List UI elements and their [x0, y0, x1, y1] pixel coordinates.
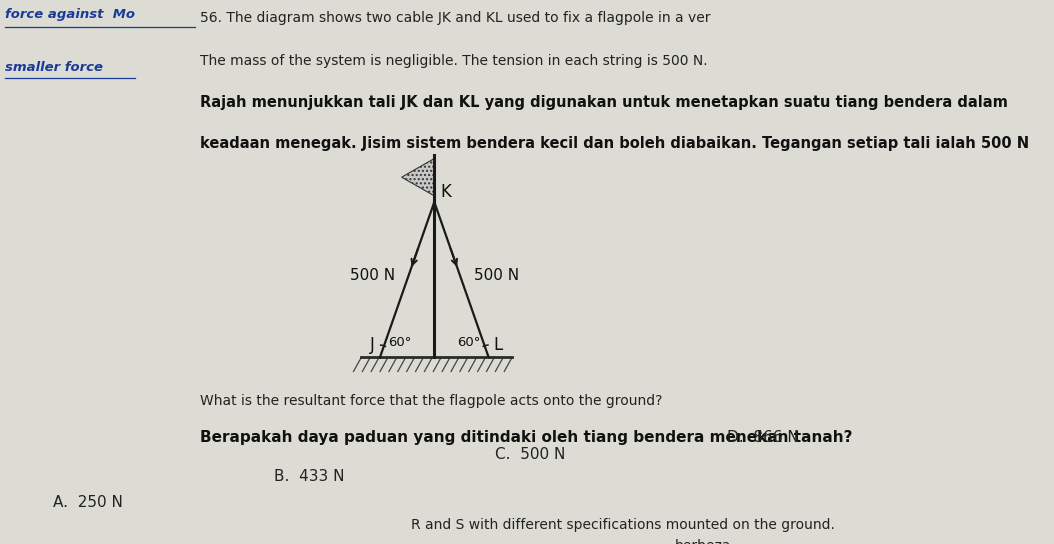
Text: D.  866 N: D. 866 N [727, 430, 799, 445]
Text: C.  500 N: C. 500 N [495, 447, 566, 462]
Text: 56. The diagram shows two cable JK and KL used to fix a flagpole in a ver: 56. The diagram shows two cable JK and K… [200, 11, 710, 25]
Text: smaller force: smaller force [5, 61, 103, 74]
Text: Rajah menunjukkan tali JK dan KL yang digunakan untuk menetapkan suatu tiang ben: Rajah menunjukkan tali JK dan KL yang di… [200, 95, 1008, 110]
Text: force against  Mo: force against Mo [5, 8, 135, 21]
Text: R and S with different specifications mounted on the ground.: R and S with different specifications mo… [411, 518, 835, 532]
Text: The mass of the system is negligible. The tension in each string is 500 N.: The mass of the system is negligible. Th… [200, 54, 708, 69]
Text: keadaan menegak. Jisim sistem bendera kecil dan boleh diabaikan. Tegangan setiap: keadaan menegak. Jisim sistem bendera ke… [200, 136, 1030, 151]
Text: 60°: 60° [388, 336, 411, 349]
Text: B.  433 N: B. 433 N [274, 469, 345, 484]
Polygon shape [402, 158, 434, 196]
Text: Berapakah daya paduan yang ditindaki oleh tiang bendera menekan tanah?: Berapakah daya paduan yang ditindaki ole… [200, 430, 853, 445]
Text: A.  250 N: A. 250 N [53, 495, 122, 510]
Text: 60°: 60° [457, 336, 481, 349]
Text: What is the resultant force that the flagpole acts onto the ground?: What is the resultant force that the fla… [200, 394, 663, 409]
Text: 500 N: 500 N [350, 268, 394, 283]
Text: L: L [493, 336, 503, 354]
Text: J: J [370, 336, 375, 354]
Text: berbeza.: berbeza. [675, 539, 736, 544]
Text: 500 N: 500 N [474, 268, 519, 283]
Text: K: K [441, 182, 451, 201]
